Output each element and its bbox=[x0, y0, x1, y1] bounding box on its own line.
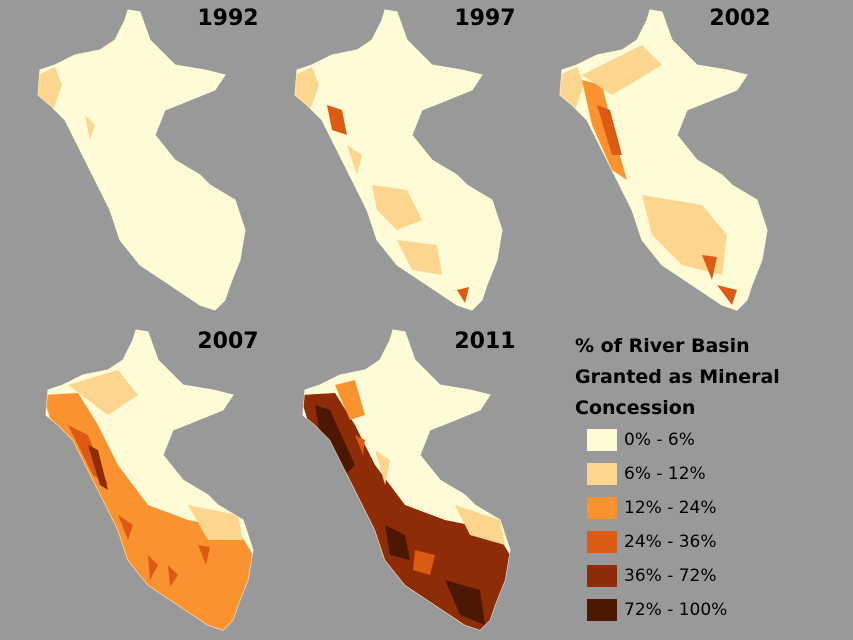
river-basin bbox=[327, 105, 347, 135]
river-basin bbox=[375, 450, 390, 485]
map-panel bbox=[559, 9, 768, 311]
river-basin bbox=[85, 115, 95, 140]
river-basin bbox=[347, 145, 362, 175]
legend-label: 72% - 100% bbox=[624, 600, 727, 620]
river-basin bbox=[335, 380, 365, 420]
map-panel bbox=[45, 329, 254, 631]
panel-year: 1997 bbox=[454, 6, 515, 31]
legend-label: 6% - 12% bbox=[624, 464, 706, 484]
river-basin bbox=[702, 255, 717, 280]
river-basin bbox=[88, 445, 108, 490]
legend-swatch bbox=[587, 531, 617, 553]
river-basin bbox=[372, 185, 422, 230]
river-basin bbox=[148, 555, 158, 580]
river-basin bbox=[582, 45, 662, 95]
panel-year: 2011 bbox=[454, 329, 515, 354]
legend-label: 24% - 36% bbox=[624, 532, 717, 552]
panel-year: 2002 bbox=[709, 6, 770, 31]
panel-year: 1992 bbox=[197, 6, 258, 31]
river-basin bbox=[597, 105, 622, 155]
river-basin bbox=[717, 285, 737, 305]
basin-regions bbox=[560, 45, 737, 305]
river-basin bbox=[455, 505, 505, 545]
river-basin bbox=[188, 505, 243, 540]
river-basin bbox=[642, 195, 727, 275]
basin-regions bbox=[46, 370, 253, 630]
legend-label: 36% - 72% bbox=[624, 566, 717, 586]
country-outline bbox=[294, 9, 503, 311]
country-outline bbox=[37, 9, 246, 311]
river-basin bbox=[118, 515, 133, 540]
river-basin bbox=[355, 435, 365, 455]
legend-swatch bbox=[587, 599, 617, 621]
river-basin bbox=[315, 405, 355, 475]
legend-title: Concession bbox=[575, 397, 695, 419]
legend-swatch bbox=[587, 429, 617, 451]
river-basin bbox=[168, 565, 178, 587]
river-basin bbox=[445, 580, 485, 625]
river-basin bbox=[385, 525, 410, 560]
river-basin bbox=[413, 550, 435, 575]
legend-label: 0% - 6% bbox=[624, 430, 695, 450]
river-basin bbox=[397, 240, 442, 275]
legend-swatch bbox=[587, 463, 617, 485]
legend-swatch bbox=[587, 565, 617, 587]
river-basin bbox=[198, 545, 210, 565]
basin-regions bbox=[303, 380, 510, 630]
map-panel bbox=[302, 329, 511, 631]
river-basin bbox=[68, 370, 138, 415]
river-basin bbox=[303, 393, 510, 630]
legend-title: % of River Basin bbox=[575, 335, 750, 357]
river-basin bbox=[457, 287, 469, 303]
legend-label: 12% - 24% bbox=[624, 498, 717, 518]
legend-swatch bbox=[587, 497, 617, 519]
legend-title: Granted as Mineral bbox=[575, 366, 780, 388]
panel-year: 2007 bbox=[197, 329, 258, 354]
